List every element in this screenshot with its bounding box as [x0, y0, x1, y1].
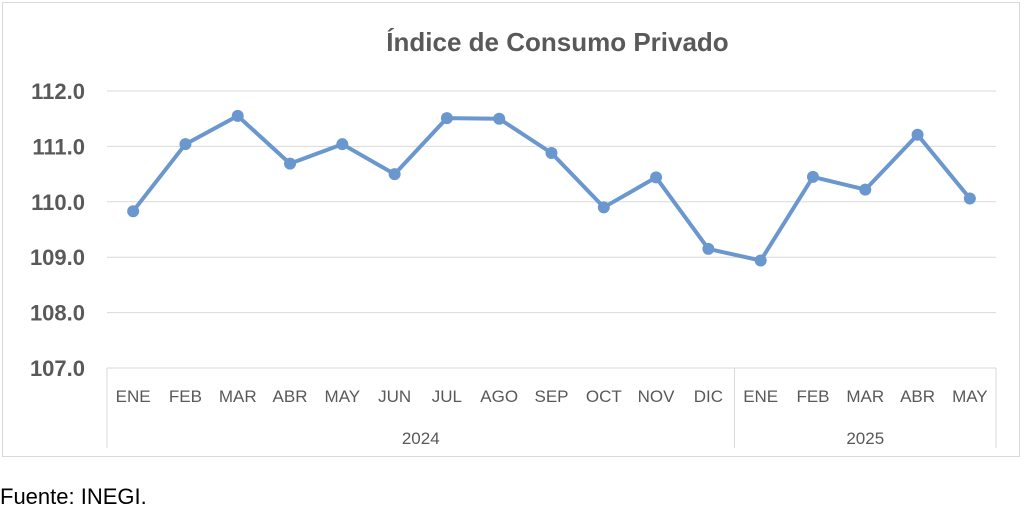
- x-tick-label: ENE: [743, 387, 778, 406]
- series-line: [131, 113, 972, 263]
- data-point: [545, 147, 558, 160]
- y-tick-label: 111.0: [32, 134, 85, 159]
- data-point: [179, 138, 192, 151]
- data-point: [754, 254, 767, 267]
- data-point: [127, 205, 140, 218]
- x-tick-label: NOV: [638, 387, 676, 406]
- x-tick-label: OCT: [586, 387, 622, 406]
- chart-frame: Índice de Consumo Privado 107.0 108.0 109.0…: [2, 2, 1020, 457]
- x-tick-label: AGO: [480, 387, 518, 406]
- x-tick-label: ENE: [116, 387, 151, 406]
- y-tick-label: 107.0: [30, 356, 85, 381]
- line-chart: Índice de Consumo Privado 107.0 108.0 109.0…: [30, 27, 997, 448]
- y-tick-label: 110.0: [31, 190, 85, 215]
- y-tick-label: 109.0: [30, 245, 85, 270]
- x-tick-label: SEP: [534, 387, 568, 406]
- x-tick-label: FEB: [796, 387, 829, 406]
- data-point: [650, 171, 663, 184]
- x-tick-label: FEB: [169, 387, 202, 406]
- source-note: Fuente: INEGI.: [0, 484, 147, 509]
- data-point: [702, 242, 715, 255]
- y-tick-label: 108.0: [30, 301, 85, 326]
- x-tick-label: MAR: [846, 387, 884, 406]
- group-label: 2025: [846, 429, 884, 448]
- data-point: [284, 157, 297, 170]
- x-tick-label: MAY: [325, 387, 361, 406]
- data-point: [336, 138, 349, 151]
- data-point: [963, 192, 976, 205]
- data-point: [440, 112, 453, 125]
- group-label: 2024: [402, 429, 440, 448]
- data-point: [597, 201, 610, 214]
- x-tick-label: MAY: [952, 387, 988, 406]
- x-tick-label: JUN: [378, 387, 411, 406]
- x-tick-label: JUL: [432, 387, 462, 406]
- y-tick-label: 112.0: [31, 79, 85, 104]
- data-point: [493, 112, 506, 125]
- chart-title: Índice de Consumo Privado: [386, 27, 728, 57]
- data-point: [231, 109, 244, 122]
- x-tick-label: MAR: [219, 387, 257, 406]
- data-point: [859, 183, 872, 196]
- x-tick-label: ABR: [273, 387, 308, 406]
- data-point: [806, 170, 819, 183]
- data-point: [911, 128, 924, 141]
- x-tick-label: DIC: [694, 387, 723, 406]
- data-point: [388, 168, 401, 181]
- x-tick-label: ABR: [900, 387, 935, 406]
